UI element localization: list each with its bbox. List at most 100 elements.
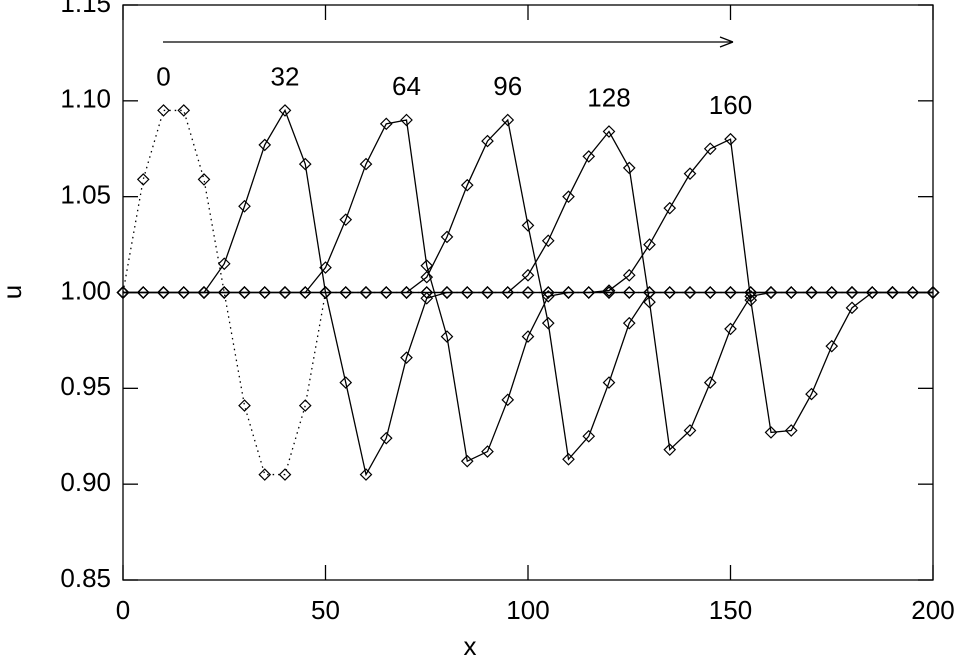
diamond-marker — [784, 286, 798, 299]
diamond-marker — [541, 234, 555, 248]
diamond-marker — [845, 301, 859, 315]
diamond-marker — [400, 113, 413, 127]
diamond-marker — [359, 286, 373, 299]
diamond-marker — [440, 230, 454, 244]
diamond-marker — [825, 339, 839, 353]
diamond-marker — [805, 387, 818, 401]
diamond-marker — [400, 351, 413, 365]
diamond-marker — [339, 286, 353, 299]
diamond-marker — [562, 190, 575, 204]
diamond-marker — [805, 286, 818, 299]
time-label: 32 — [271, 61, 300, 91]
diamond-marker — [906, 286, 920, 299]
diamond-marker — [582, 429, 596, 443]
diamond-marker — [339, 376, 353, 389]
x-tick-label: 100 — [506, 595, 549, 625]
diamond-marker — [703, 376, 717, 389]
diamond-marker — [136, 173, 150, 186]
diamond-marker — [420, 286, 434, 299]
diamond-marker — [319, 261, 332, 274]
series-line — [123, 118, 933, 461]
series-line — [123, 130, 933, 452]
diamond-marker — [845, 286, 859, 299]
diamond-marker — [865, 286, 879, 299]
diamond-marker — [703, 286, 717, 299]
diamond-marker — [460, 286, 474, 299]
diamond-marker — [278, 104, 292, 117]
diamond-marker — [481, 445, 494, 458]
diamond-marker — [724, 286, 737, 299]
diamond-marker — [602, 284, 616, 297]
x-axis-label: x — [464, 631, 477, 661]
time-label: 96 — [493, 71, 522, 101]
diamond-marker — [238, 286, 251, 299]
diamond-marker — [379, 431, 393, 445]
y-tick-label: 0.95 — [60, 371, 111, 401]
diamond-marker — [501, 113, 515, 127]
diamond-marker — [521, 219, 535, 232]
diamond-marker — [298, 399, 312, 412]
diamond-marker — [663, 201, 677, 215]
diamond-marker — [278, 468, 292, 481]
diamond-marker — [258, 286, 272, 299]
diamond-marker — [400, 286, 413, 299]
diamond-marker — [683, 424, 697, 437]
diamond-marker — [440, 330, 454, 343]
diamond-marker — [521, 286, 535, 299]
y-tick-label: 1.05 — [60, 180, 111, 210]
y-tick-label: 1.00 — [60, 275, 111, 305]
diamond-marker — [622, 286, 636, 299]
diamond-marker — [683, 286, 697, 299]
diamond-marker — [663, 443, 677, 457]
diamond-marker — [197, 173, 211, 186]
diamond-marker — [481, 134, 494, 148]
series-line — [123, 138, 933, 434]
diamond-marker — [501, 393, 515, 407]
time-label: 0 — [156, 61, 170, 91]
diamond-marker — [724, 322, 737, 336]
time-label: 160 — [709, 90, 752, 120]
x-tick-label: 50 — [311, 595, 340, 625]
time-label: 64 — [392, 71, 421, 101]
diamond-marker — [764, 286, 778, 299]
diamond-marker — [157, 104, 170, 117]
diamond-marker — [582, 150, 596, 163]
diamond-marker — [258, 468, 272, 481]
diamond-marker — [886, 286, 899, 299]
diamond-marker — [298, 286, 312, 299]
diamond-marker — [643, 238, 656, 251]
diamond-marker — [177, 104, 191, 117]
diamond-marker — [602, 125, 616, 138]
diamond-marker — [217, 286, 231, 299]
y-tick-label: 0.85 — [60, 563, 111, 593]
diamond-marker — [359, 468, 373, 481]
diamond-marker — [440, 286, 454, 299]
diamond-marker — [703, 142, 717, 156]
diamond-marker — [136, 286, 150, 299]
diamond-marker — [481, 286, 494, 299]
diamond-marker — [420, 270, 434, 284]
diamond-marker — [379, 286, 393, 299]
diamond-marker — [278, 286, 292, 299]
diamond-marker — [298, 157, 312, 171]
diamond-marker — [622, 268, 636, 282]
y-axis-label: u — [0, 285, 27, 299]
diamond-marker — [622, 161, 636, 175]
diamond-marker — [622, 316, 636, 330]
diamond-marker — [177, 286, 191, 299]
diamond-marker — [379, 117, 393, 131]
diamond-marker — [582, 286, 596, 299]
series-line — [123, 119, 933, 463]
x-tick-label: 150 — [709, 595, 752, 625]
diamond-marker — [197, 286, 211, 299]
diamond-marker — [238, 399, 251, 412]
diamond-marker — [157, 286, 170, 299]
diamond-marker — [643, 295, 656, 309]
diamond-marker — [359, 157, 373, 171]
diamond-marker — [541, 316, 555, 330]
x-tick-label: 200 — [911, 595, 954, 625]
diamond-marker — [339, 213, 353, 227]
diamond-marker — [683, 167, 697, 181]
diamond-marker — [744, 293, 758, 307]
